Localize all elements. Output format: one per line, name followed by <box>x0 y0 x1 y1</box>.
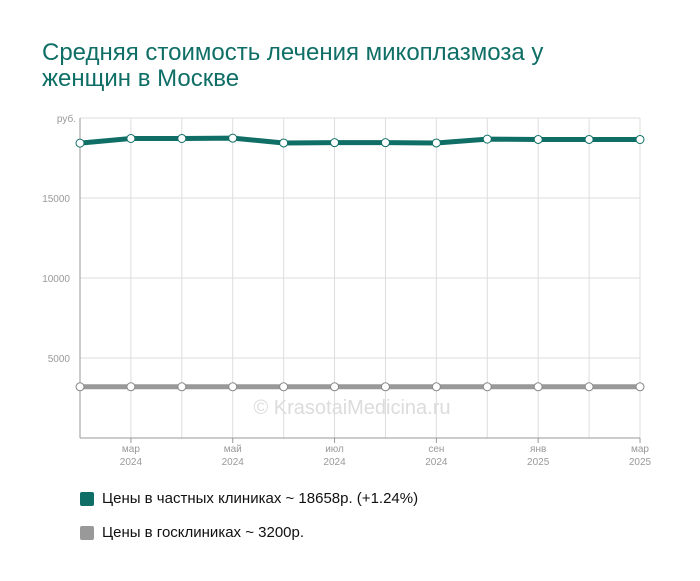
data-point-1 <box>228 382 238 392</box>
data-point-1 <box>533 382 543 392</box>
x-tick-label-month: янв <box>530 444 546 455</box>
x-tick-label-year: 2025 <box>629 457 652 468</box>
legend-swatch-public <box>80 525 94 540</box>
legend-label-public: Цены в госклиниках ~ 3200р. <box>102 524 305 541</box>
data-point-1 <box>279 382 289 392</box>
x-tick-label-year: 2024 <box>323 457 346 468</box>
x-tick-label-month: май <box>224 444 242 455</box>
y-tick-label: 15000 <box>42 194 70 205</box>
data-point-1 <box>431 382 441 392</box>
data-point-1 <box>482 382 492 392</box>
data-point-0 <box>228 133 238 143</box>
data-point-1 <box>75 382 85 392</box>
data-point-0 <box>635 134 645 144</box>
legend-swatch-private <box>80 491 94 506</box>
line-chart: 5000 10000 15000 руб. мар 2024 май 2024 июл 2024 с… <box>42 113 652 468</box>
legend-item-private[interactable]: Цены в частных клиниках ~ 18658р. (+1.24… <box>80 490 418 507</box>
y-tick-label: 5000 <box>48 354 71 365</box>
x-tick-label-month: июл <box>325 444 344 455</box>
x-tick-label-month: сен <box>428 444 444 455</box>
data-point-0 <box>279 138 289 148</box>
y-unit-label: руб. <box>57 113 76 125</box>
data-point-1 <box>584 382 594 392</box>
data-point-1 <box>126 382 136 392</box>
x-tick-label-year: 2024 <box>120 457 143 468</box>
data-point-0 <box>75 138 85 148</box>
data-point-0 <box>380 138 390 148</box>
y-tick-label: 10000 <box>42 274 70 285</box>
data-point-1 <box>330 382 340 392</box>
data-point-0 <box>431 138 441 148</box>
legend-item-public[interactable]: Цены в госклиниках ~ 3200р. <box>80 524 304 541</box>
x-tick-label-month: мар <box>122 444 140 455</box>
x-tick-label-year: 2025 <box>527 457 550 468</box>
x-tick-label-year: 2024 <box>222 457 245 468</box>
data-point-0 <box>126 133 136 143</box>
data-point-1 <box>177 382 187 392</box>
data-point-0 <box>482 134 492 144</box>
watermark: © KrasotaiMedicina.ru <box>253 397 450 419</box>
data-point-0 <box>330 138 340 148</box>
chart-title: Средняя стоимость лечения микоплазмоза у… <box>42 39 544 92</box>
data-point-0 <box>584 134 594 144</box>
x-tick-label-year: 2024 <box>425 457 448 468</box>
data-point-0 <box>177 133 187 143</box>
x-tick-label-month: мар <box>631 444 649 455</box>
data-point-0 <box>533 134 543 144</box>
series-line-0 <box>77 135 643 146</box>
data-point-1 <box>380 382 390 392</box>
legend-label-private: Цены в частных клиниках ~ 18658р. (+1.24… <box>102 490 419 507</box>
data-point-1 <box>635 382 645 392</box>
